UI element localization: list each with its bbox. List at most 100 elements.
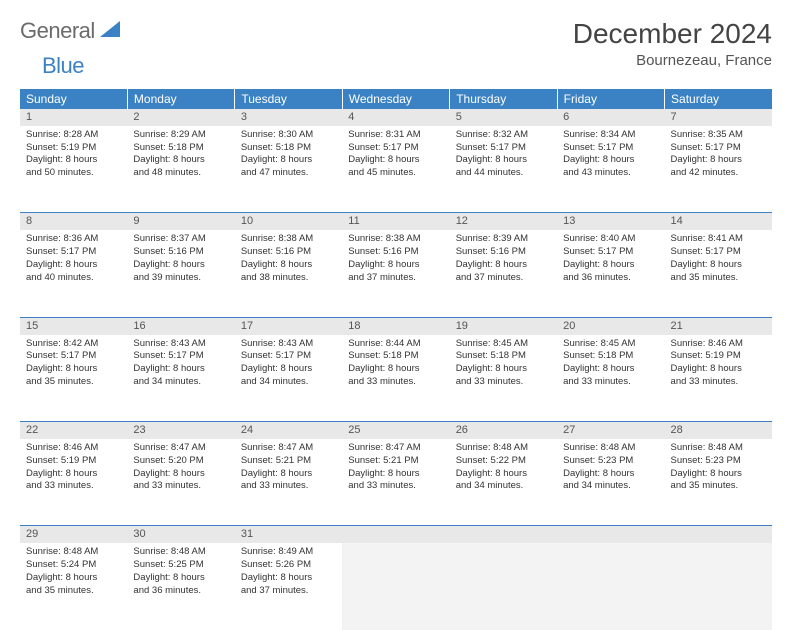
daylight-text: and 48 minutes. (133, 167, 228, 180)
daylight-text: Daylight: 8 hours (348, 468, 443, 481)
daylight-text: Daylight: 8 hours (241, 363, 336, 376)
daylight-text: Daylight: 8 hours (456, 259, 551, 272)
day-number-row: 891011121314 (20, 213, 772, 230)
sunset-text: Sunset: 5:25 PM (133, 559, 228, 572)
daylight-text: Daylight: 8 hours (456, 363, 551, 376)
day-number: 27 (557, 422, 664, 439)
sunset-text: Sunset: 5:16 PM (133, 246, 228, 259)
daylight-text: and 33 minutes. (671, 376, 766, 389)
daylight-text: and 33 minutes. (241, 480, 336, 493)
sunset-text: Sunset: 5:23 PM (563, 455, 658, 468)
daylight-text: and 42 minutes. (671, 167, 766, 180)
daylight-text: Daylight: 8 hours (563, 468, 658, 481)
sunset-text: Sunset: 5:18 PM (133, 142, 228, 155)
sunset-text: Sunset: 5:17 PM (456, 142, 551, 155)
daylight-text: and 47 minutes. (241, 167, 336, 180)
day-cell: Sunrise: 8:47 AMSunset: 5:20 PMDaylight:… (127, 439, 234, 526)
day-number: 15 (20, 317, 127, 334)
month-title: December 2024 (573, 18, 772, 50)
weekday-header: Wednesday (342, 89, 449, 109)
day-number: 24 (235, 422, 342, 439)
day-cell: Sunrise: 8:49 AMSunset: 5:26 PMDaylight:… (235, 543, 342, 630)
day-number: 4 (342, 109, 449, 126)
day-cell: Sunrise: 8:45 AMSunset: 5:18 PMDaylight:… (557, 335, 664, 422)
day-number: 20 (557, 317, 664, 334)
day-cell: Sunrise: 8:30 AMSunset: 5:18 PMDaylight:… (235, 126, 342, 213)
day-number (342, 526, 449, 543)
sunset-text: Sunset: 5:17 PM (26, 246, 121, 259)
daylight-text: Daylight: 8 hours (133, 259, 228, 272)
sunset-text: Sunset: 5:21 PM (241, 455, 336, 468)
sunrise-text: Sunrise: 8:46 AM (26, 442, 121, 455)
sunset-text: Sunset: 5:17 PM (563, 246, 658, 259)
day-cell: Sunrise: 8:35 AMSunset: 5:17 PMDaylight:… (665, 126, 772, 213)
day-number: 1 (20, 109, 127, 126)
day-number: 21 (665, 317, 772, 334)
logo-text-1: General (20, 18, 95, 44)
daylight-text: and 33 minutes. (563, 376, 658, 389)
sunset-text: Sunset: 5:19 PM (26, 455, 121, 468)
sunrise-text: Sunrise: 8:48 AM (133, 546, 228, 559)
sunset-text: Sunset: 5:16 PM (348, 246, 443, 259)
sunrise-text: Sunrise: 8:43 AM (133, 338, 228, 351)
day-number (665, 526, 772, 543)
triangle-icon (100, 21, 120, 42)
day-number (557, 526, 664, 543)
day-cell: Sunrise: 8:29 AMSunset: 5:18 PMDaylight:… (127, 126, 234, 213)
daylight-text: and 37 minutes. (241, 585, 336, 598)
daylight-text: Daylight: 8 hours (456, 468, 551, 481)
sunset-text: Sunset: 5:24 PM (26, 559, 121, 572)
sunset-text: Sunset: 5:17 PM (133, 350, 228, 363)
sunset-text: Sunset: 5:26 PM (241, 559, 336, 572)
sunset-text: Sunset: 5:16 PM (456, 246, 551, 259)
day-cell: Sunrise: 8:44 AMSunset: 5:18 PMDaylight:… (342, 335, 449, 422)
day-cell: Sunrise: 8:43 AMSunset: 5:17 PMDaylight:… (235, 335, 342, 422)
daylight-text: Daylight: 8 hours (348, 259, 443, 272)
sunrise-text: Sunrise: 8:45 AM (456, 338, 551, 351)
calendar-table: Sunday Monday Tuesday Wednesday Thursday… (20, 89, 772, 630)
sunset-text: Sunset: 5:22 PM (456, 455, 551, 468)
day-cell (450, 543, 557, 630)
daylight-text: and 37 minutes. (348, 272, 443, 285)
sunrise-text: Sunrise: 8:30 AM (241, 129, 336, 142)
sunrise-text: Sunrise: 8:29 AM (133, 129, 228, 142)
day-cell (665, 543, 772, 630)
weekday-header: Sunday (20, 89, 127, 109)
day-cell: Sunrise: 8:48 AMSunset: 5:23 PMDaylight:… (665, 439, 772, 526)
sunset-text: Sunset: 5:17 PM (26, 350, 121, 363)
day-cell: Sunrise: 8:39 AMSunset: 5:16 PMDaylight:… (450, 230, 557, 317)
sunset-text: Sunset: 5:19 PM (671, 350, 766, 363)
daylight-text: Daylight: 8 hours (563, 154, 658, 167)
day-number: 19 (450, 317, 557, 334)
day-number: 28 (665, 422, 772, 439)
day-cell: Sunrise: 8:38 AMSunset: 5:16 PMDaylight:… (342, 230, 449, 317)
daylight-text: Daylight: 8 hours (26, 468, 121, 481)
sunset-text: Sunset: 5:18 PM (563, 350, 658, 363)
daylight-text: Daylight: 8 hours (241, 154, 336, 167)
day-cell: Sunrise: 8:28 AMSunset: 5:19 PMDaylight:… (20, 126, 127, 213)
day-number: 18 (342, 317, 449, 334)
day-number: 9 (127, 213, 234, 230)
day-content-row: Sunrise: 8:48 AMSunset: 5:24 PMDaylight:… (20, 543, 772, 630)
sunrise-text: Sunrise: 8:48 AM (26, 546, 121, 559)
daylight-text: and 45 minutes. (348, 167, 443, 180)
daylight-text: and 33 minutes. (26, 480, 121, 493)
day-cell: Sunrise: 8:38 AMSunset: 5:16 PMDaylight:… (235, 230, 342, 317)
sunset-text: Sunset: 5:19 PM (26, 142, 121, 155)
day-cell: Sunrise: 8:36 AMSunset: 5:17 PMDaylight:… (20, 230, 127, 317)
sunrise-text: Sunrise: 8:37 AM (133, 233, 228, 246)
day-content-row: Sunrise: 8:46 AMSunset: 5:19 PMDaylight:… (20, 439, 772, 526)
sunset-text: Sunset: 5:17 PM (348, 142, 443, 155)
day-number: 11 (342, 213, 449, 230)
day-number: 26 (450, 422, 557, 439)
daylight-text: Daylight: 8 hours (26, 572, 121, 585)
daylight-text: Daylight: 8 hours (348, 154, 443, 167)
day-number: 3 (235, 109, 342, 126)
day-cell: Sunrise: 8:46 AMSunset: 5:19 PMDaylight:… (665, 335, 772, 422)
day-number: 8 (20, 213, 127, 230)
logo: General (20, 18, 120, 44)
day-number: 23 (127, 422, 234, 439)
day-number: 12 (450, 213, 557, 230)
day-cell: Sunrise: 8:43 AMSunset: 5:17 PMDaylight:… (127, 335, 234, 422)
day-number: 7 (665, 109, 772, 126)
